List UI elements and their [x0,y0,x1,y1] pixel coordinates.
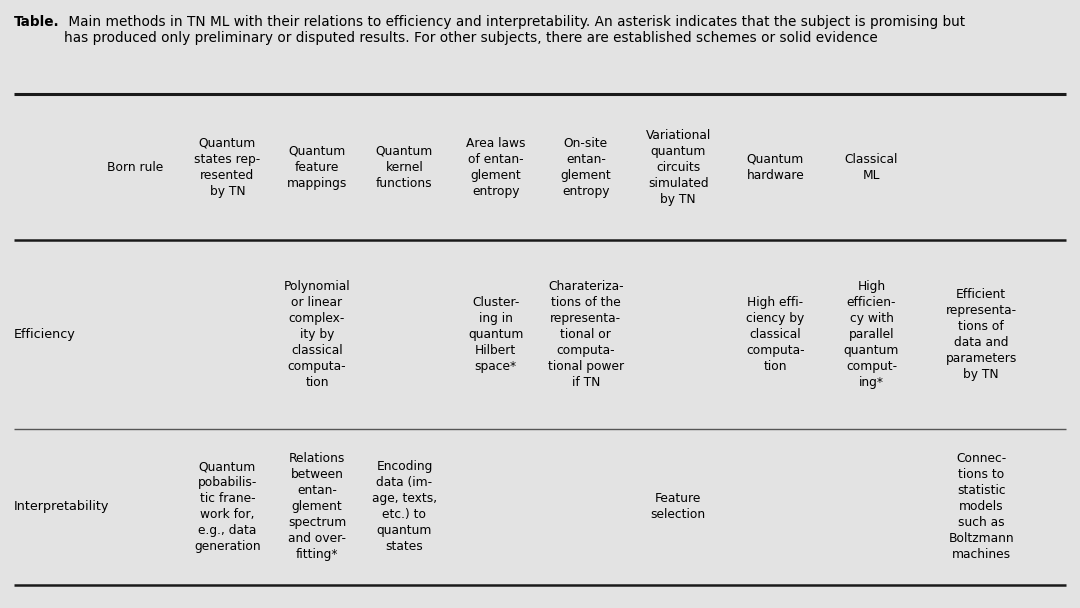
Text: Quantum
feature
mappings: Quantum feature mappings [287,145,347,190]
Text: Feature
selection: Feature selection [650,492,706,521]
Text: Cluster-
ing in
quantum
Hilbert
space*: Cluster- ing in quantum Hilbert space* [468,296,524,373]
Text: Quantum
kernel
functions: Quantum kernel functions [376,145,433,190]
Text: Born rule: Born rule [107,161,163,174]
Text: Relations
between
entan-
glement
spectrum
and over-
fitting*: Relations between entan- glement spectru… [288,452,346,561]
Text: Quantum
hardware: Quantum hardware [746,153,805,182]
Text: High
efficien-
cy with
parallel
quantum
comput-
ing*: High efficien- cy with parallel quantum … [843,280,900,389]
Text: Quantum
pobabilis-
tic frane-
work for,
e.g., data
generation: Quantum pobabilis- tic frane- work for, … [194,460,260,553]
Text: Efficient
representa-
tions of
data and
parameters
by TN: Efficient representa- tions of data and … [945,288,1017,381]
Text: High effi-
ciency by
classical
computa-
tion: High effi- ciency by classical computa- … [746,296,805,373]
Text: Interpretability: Interpretability [14,500,109,513]
Text: Polynomial
or linear
complex-
ity by
classical
computa-
tion: Polynomial or linear complex- ity by cla… [284,280,350,389]
Text: On-site
entan-
glement
entropy: On-site entan- glement entropy [561,137,611,198]
Text: Efficiency: Efficiency [14,328,76,341]
Text: Area laws
of entan-
glement
entropy: Area laws of entan- glement entropy [465,137,526,198]
Text: Quantum
states rep-
resented
by TN: Quantum states rep- resented by TN [194,137,260,198]
Text: Encoding
data (im-
age, texts,
etc.) to
quantum
states: Encoding data (im- age, texts, etc.) to … [372,460,437,553]
Text: Classical
ML: Classical ML [845,153,899,182]
Text: Main methods in TN ML with their relations to efficiency and interpretability. A: Main methods in TN ML with their relatio… [64,15,964,46]
Text: Variational
quantum
circuits
simulated
by TN: Variational quantum circuits simulated b… [646,129,711,206]
Text: Charateriza-
tions of the
representa-
tional or
computa-
tional power
if TN: Charateriza- tions of the representa- ti… [548,280,624,389]
Text: Connec-
tions to
statistic
models
such as
Boltzmann
machines: Connec- tions to statistic models such a… [948,452,1014,561]
Text: Table.: Table. [14,15,59,29]
